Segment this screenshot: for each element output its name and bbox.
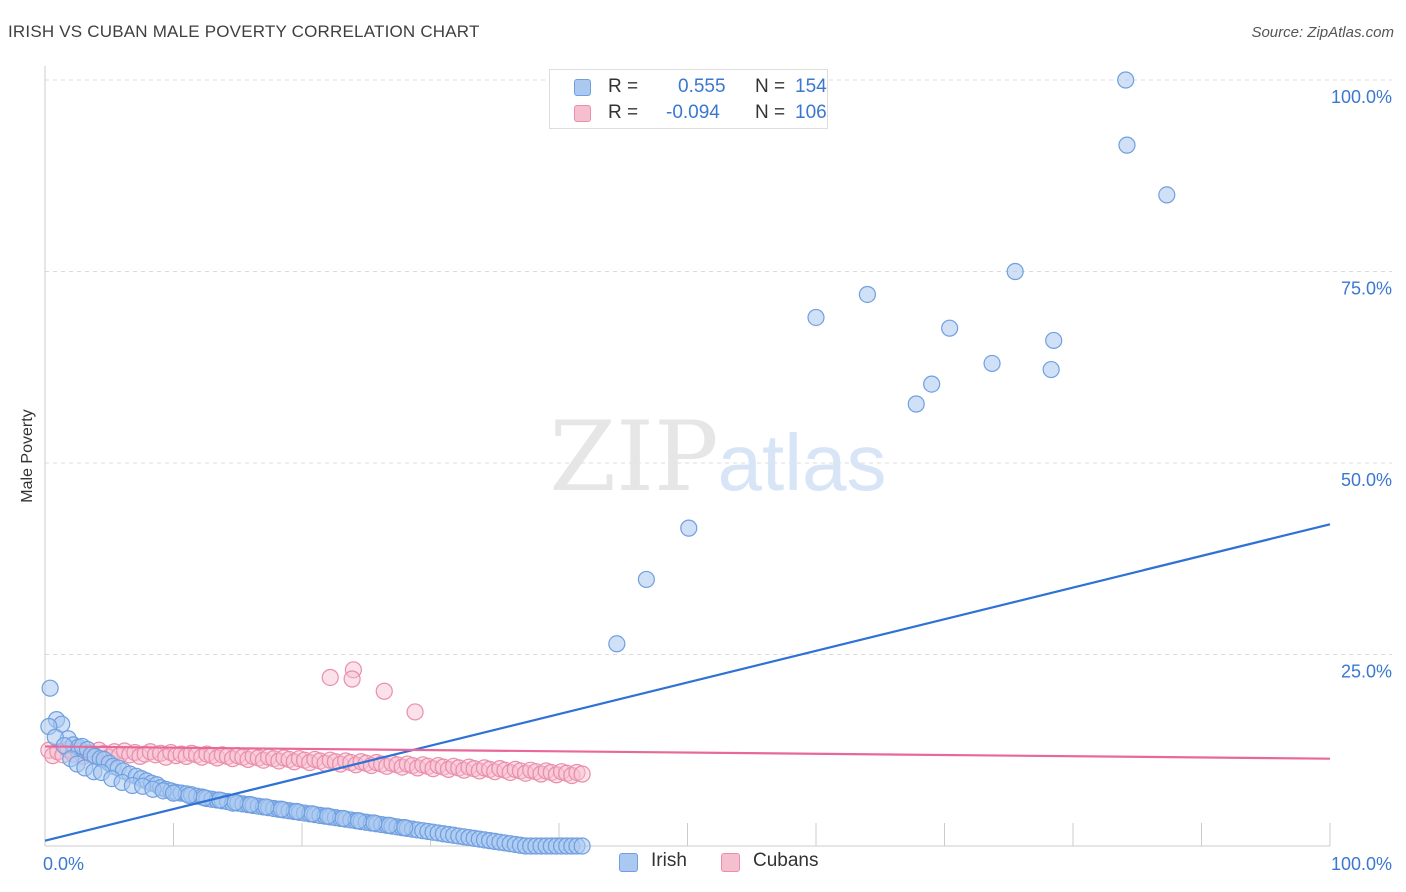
cubans-points [40,661,591,785]
irish-point [164,784,183,802]
cubans-swatch [574,105,591,122]
irish-point [365,814,383,832]
cubans-trend-line [44,745,1331,760]
y-tick-label: 100.0% [1331,87,1392,107]
y-tick-label: 25.0% [1341,662,1392,682]
irish-point [303,805,321,823]
watermark-zip: ZIP [549,401,718,513]
y-tick-label: 75.0% [1341,279,1392,299]
irish-point [1042,360,1060,379]
x-tick-label: 100.0% [1331,854,1392,874]
irish-point [573,837,591,855]
irish-point [858,285,877,304]
irish-legend-swatch [619,853,638,872]
irish-point [334,809,352,828]
irish-point [180,786,198,805]
irish-point [680,519,698,537]
grid-lines [45,79,1392,655]
irish-point [396,819,414,837]
legend-r-value-cubans: -0.094 [666,102,720,123]
legend-n-label: N = [755,102,786,123]
irish-point [41,679,59,697]
irish-trend-line [44,523,1331,842]
irish-point [288,802,306,821]
irish-point [1006,262,1024,281]
cubans-point [573,765,591,783]
cubans-point [375,682,393,700]
irish-point [349,812,368,830]
irish-point [608,635,626,653]
chart-source: Source: ZipAtlas.com [1251,24,1394,41]
irish-swatch [574,79,591,96]
irish-point [1158,186,1176,204]
chart-title: IRISH VS CUBAN MALE POVERTY CORRELATION … [8,22,480,41]
irish-point [1117,71,1135,89]
y-tick-label: 50.0% [1341,470,1392,490]
irish-point [319,807,337,825]
legend-n-label: N = [755,76,786,97]
legend-n-value-irish: 154 [795,76,827,97]
cubans-point [406,703,424,721]
cubans-legend-label: Cubans [753,850,819,871]
watermark-atlas: atlas [718,418,887,507]
irish-point [983,354,1001,373]
irish-point [637,570,655,589]
cubans-point [321,668,339,687]
cubans-legend-swatch [721,853,740,872]
irish-point [941,319,959,337]
legend-r-value-irish: 0.555 [678,76,726,97]
tick-labels: 100.0% 75.0% 50.0% 25.0% 0.0% 100.0% [43,87,1392,874]
irish-point [807,308,825,327]
legend-r-label: R = [608,102,639,123]
irish-legend-label: Irish [651,850,687,871]
irish-point [242,796,260,814]
cubans-point [343,670,361,688]
legend-r-label: R = [608,76,639,97]
irish-point [226,793,244,811]
x-tick-label: 0.0% [43,854,84,874]
irish-point [380,816,398,834]
irish-point [923,375,941,393]
trend-lines [44,523,1331,842]
irish-point [272,800,291,818]
watermark: ZIP atlas [549,401,886,513]
irish-point [1045,331,1063,350]
irish-point [1118,136,1136,154]
irish-point [907,395,925,413]
irish-point [257,798,275,816]
legend-n-value-cubans: 106 [795,102,827,123]
correlation-legend: R = 0.555 N = 154 R = -0.094 N = 106 [549,69,828,129]
